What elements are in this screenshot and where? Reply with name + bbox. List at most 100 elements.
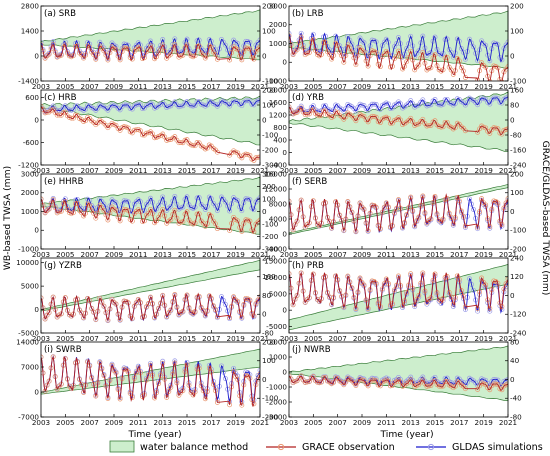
gldas-point [170,198,176,204]
gldas-point [223,302,228,307]
x-tick-label: 2013 [154,166,172,175]
grace-point [398,117,403,123]
grace-point [481,381,487,387]
y-left-tick-label: 1000 [21,207,40,216]
x-tick-label: 2009 [353,418,372,427]
y-right-tick-label: 100 [262,26,276,35]
grace-point [292,110,298,116]
y-left-tick-label: 2000 [269,20,288,29]
x-tick-label: 2009 [105,166,124,175]
grace-point [499,131,505,137]
gldas-point [225,203,231,209]
grace-point [170,46,176,52]
grace-point [487,78,493,81]
y-right-tick-label: 100 [510,26,524,35]
x-tick-label: 2003 [32,250,50,259]
x-tick-label: 2005 [56,82,74,91]
gldas-point [223,199,228,205]
grace-point [56,209,62,215]
grace-point [487,130,493,136]
x-tick-label: 2005 [304,334,322,343]
gldas-point [137,102,143,108]
grace-point [160,42,166,48]
grace-point [180,308,186,314]
y-right-tick-label: -100 [510,76,527,85]
gldas-point [428,50,434,55]
gldas-point [168,203,174,209]
x-tick-label: 2019 [227,334,246,343]
gldas-point [471,44,476,50]
y-left-tick-label: 8000 [269,199,288,208]
panel-7: -5000 0 5000 10000 -80 0 80 160 240 2003 2005 2007 2… [16,253,276,343]
grace-point [156,381,162,387]
grace-point [499,387,505,393]
x-tick-label: 2013 [154,334,172,343]
grace-point [440,383,446,389]
gldas-point [160,37,166,42]
grace-point [385,378,391,384]
x-tick-label: 2017 [202,418,220,427]
gldas-point [150,102,155,108]
y-right-tick-label: -100 [262,130,279,139]
grace-point [62,109,68,115]
grace-point [113,207,119,213]
grace-point [329,225,335,231]
grace-point [361,49,367,55]
grace-point [377,120,383,126]
panel-title: (c) HRB [44,93,77,103]
gldas-point [467,36,472,42]
grace-point [58,52,64,58]
grace-point [174,49,180,55]
grace-point [170,212,176,217]
y-left-tick-label: 10000 [16,258,39,267]
x-tick-label: 2009 [105,334,124,343]
x-tick-label: 2021 [251,82,269,91]
x-tick-label: 2019 [475,418,494,427]
gldas-point [464,379,470,385]
y-right-tick-label: -300 [262,244,279,253]
grace-point [294,292,300,298]
x-tick-label: 2007 [81,166,99,175]
x-tick-label: 2015 [426,418,444,427]
x-tick-label: 2019 [227,418,246,427]
grace-point [101,373,107,379]
grace-point [432,378,438,383]
grace-point [70,210,76,216]
grace-point [495,126,501,132]
y-left-tick-label: 2800 [21,1,40,10]
y-right-tick-label: 300 [262,169,276,178]
x-tick-label: 2011 [129,166,147,175]
gldas-point [469,40,474,46]
x-tick-label: 2021 [499,334,517,343]
gldas-point [353,108,359,114]
y-left-tick-label: -4000 [266,244,287,253]
x-tick-label: 2017 [202,166,220,175]
grace-point [343,114,349,120]
grace-point [227,227,233,233]
grace-point [135,365,141,371]
y-right-tick-label: -40 [510,394,522,403]
grace-point [70,53,76,59]
y-left-tick-label: 800 [273,123,287,132]
x-tick-label: 2015 [178,82,196,91]
gldas-point [113,200,119,206]
grace-point [432,118,438,124]
x-tick-label: 2011 [129,418,147,427]
gldas-point [221,298,226,303]
y-right-tick-label: 200 [510,169,524,178]
x-tick-label: 2019 [227,166,246,175]
y-left-tick-label: 1200 [269,110,288,119]
grace-point [237,53,243,59]
grace-point [365,119,371,125]
y-right-tick-label: -240 [510,328,527,337]
grace-series [41,196,260,235]
x-tick-label: 2017 [450,250,468,259]
x-tick-label: 2021 [499,250,517,259]
x-tick-label: 2005 [304,418,322,427]
gldas-point [192,103,198,109]
y-right-tick-label: 0 [262,375,267,384]
gldas-point [148,38,153,44]
gldas-point [237,204,243,210]
x-tick-label: 2015 [426,166,444,175]
